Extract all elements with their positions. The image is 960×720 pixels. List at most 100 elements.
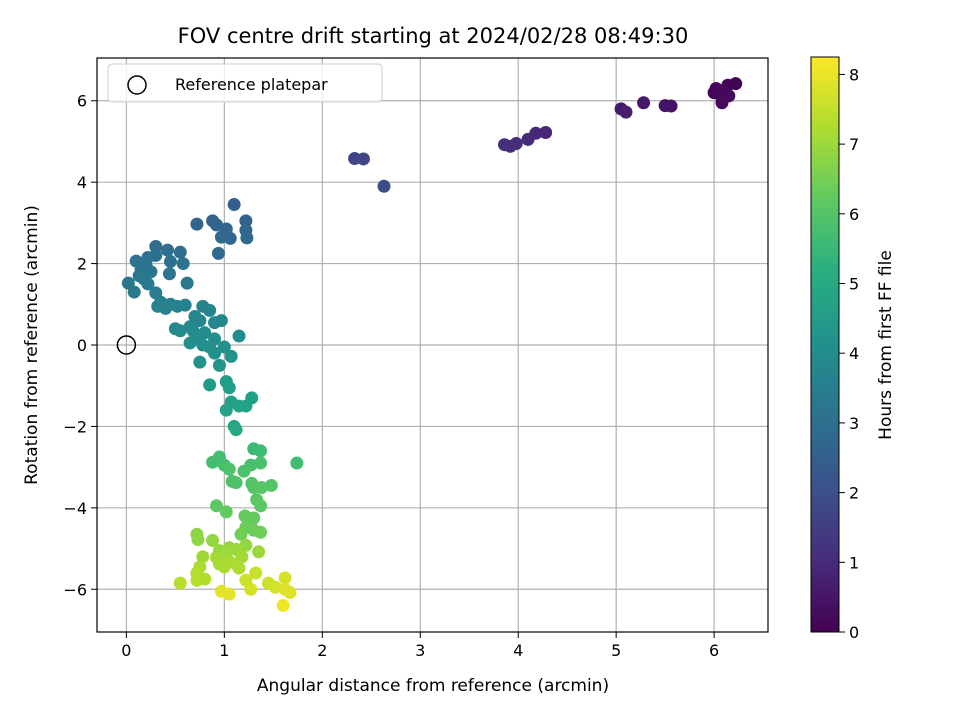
data-points <box>121 77 743 613</box>
data-point <box>709 82 723 96</box>
data-point <box>219 505 233 519</box>
data-point <box>503 139 517 153</box>
data-point <box>162 267 176 281</box>
legend-box <box>107 63 383 103</box>
colorbar-frame <box>810 56 840 633</box>
data-point <box>240 231 254 245</box>
y-tick-label: 0 <box>77 336 87 355</box>
data-point <box>237 464 251 478</box>
data-point <box>247 480 261 494</box>
data-point <box>217 560 231 574</box>
y-tick-label: 6 <box>77 92 87 111</box>
colorbar-label: Hours from first FF file <box>876 250 896 440</box>
data-point <box>203 303 217 317</box>
data-point <box>161 243 175 257</box>
data-point <box>127 285 141 299</box>
data-point <box>222 462 236 476</box>
data-point <box>229 423 243 437</box>
data-point <box>224 349 238 363</box>
data-point <box>249 566 263 580</box>
data-point <box>208 346 222 360</box>
data-point <box>210 218 224 232</box>
data-point <box>180 276 194 290</box>
colorbar-tick-label: 3 <box>849 414 859 433</box>
y-axis-label: Rotation from reference (arcmin) <box>22 205 42 485</box>
legend-marker <box>127 75 147 95</box>
data-point <box>183 336 197 350</box>
data-point <box>239 538 253 552</box>
colorbar-tick-label: 2 <box>849 484 859 503</box>
data-point <box>173 324 187 338</box>
data-point <box>637 96 651 110</box>
data-point <box>252 545 266 559</box>
data-point <box>191 533 205 547</box>
colorbar-ticks: 0 1 2 3 4 5 6 7 8 <box>839 65 859 642</box>
y-tick-label: −6 <box>63 580 87 599</box>
colorbar-tick-label: 0 <box>849 623 859 642</box>
data-point <box>521 132 535 146</box>
data-point <box>212 358 226 372</box>
x-tick-label: 3 <box>415 641 425 660</box>
legend: Reference platepar <box>107 63 383 103</box>
data-point <box>211 246 225 260</box>
data-point <box>276 599 290 613</box>
data-point <box>658 99 672 113</box>
colorbar-gradient <box>811 57 839 632</box>
data-point <box>217 340 231 354</box>
data-point <box>196 550 210 564</box>
y-tick-label: 2 <box>77 255 87 274</box>
y-tick-label: 4 <box>77 173 87 192</box>
data-point <box>222 587 236 601</box>
data-point <box>222 381 236 395</box>
colorbar-tick-label: 8 <box>849 65 859 84</box>
data-point <box>149 239 163 253</box>
data-point <box>377 179 391 193</box>
data-point <box>283 586 297 600</box>
data-point <box>254 456 268 470</box>
x-tick-label: 5 <box>611 641 621 660</box>
data-point <box>715 96 729 110</box>
chart-title: FOV centre drift starting at 2024/02/28 … <box>178 24 689 48</box>
data-point <box>254 499 268 513</box>
data-point <box>268 580 282 594</box>
colorbar-tick-label: 4 <box>849 344 859 363</box>
data-point <box>190 573 204 587</box>
colorbar-tick-label: 6 <box>849 205 859 224</box>
data-point <box>290 456 304 470</box>
data-point <box>254 444 268 458</box>
data-point <box>229 476 243 490</box>
y-axis-ticks: −6 −4 −2 0 2 4 6 <box>63 92 97 599</box>
data-point <box>163 255 177 269</box>
data-point <box>178 298 192 312</box>
data-point <box>141 277 155 291</box>
data-point <box>264 478 278 492</box>
y-tick-label: −4 <box>63 499 87 518</box>
x-tick-label: 6 <box>709 641 719 660</box>
data-point <box>210 499 224 513</box>
data-point <box>254 525 268 539</box>
x-tick-label: 0 <box>121 641 131 660</box>
data-point <box>223 231 237 245</box>
colorbar-tick-label: 1 <box>849 553 859 572</box>
x-axis-ticks: 0 1 2 3 4 5 6 <box>121 632 719 660</box>
data-point <box>193 314 207 328</box>
data-point <box>539 125 553 139</box>
data-point <box>244 582 258 596</box>
data-point <box>159 301 173 315</box>
data-point <box>203 378 217 392</box>
x-axis-label: Angular distance from reference (arcmin) <box>257 676 609 696</box>
x-tick-label: 4 <box>513 641 523 660</box>
data-point <box>176 257 190 271</box>
data-point <box>619 105 633 119</box>
colorbar: 0 1 2 3 4 5 6 7 8 Hours from first FF file <box>810 56 896 642</box>
colorbar-tick-label: 5 <box>849 275 859 294</box>
data-point <box>173 245 187 259</box>
data-point <box>149 248 163 262</box>
data-point <box>234 527 248 541</box>
data-point <box>239 399 253 413</box>
data-point <box>227 198 241 212</box>
data-point <box>190 217 204 231</box>
reference-marker <box>116 335 137 355</box>
data-point <box>206 533 220 547</box>
